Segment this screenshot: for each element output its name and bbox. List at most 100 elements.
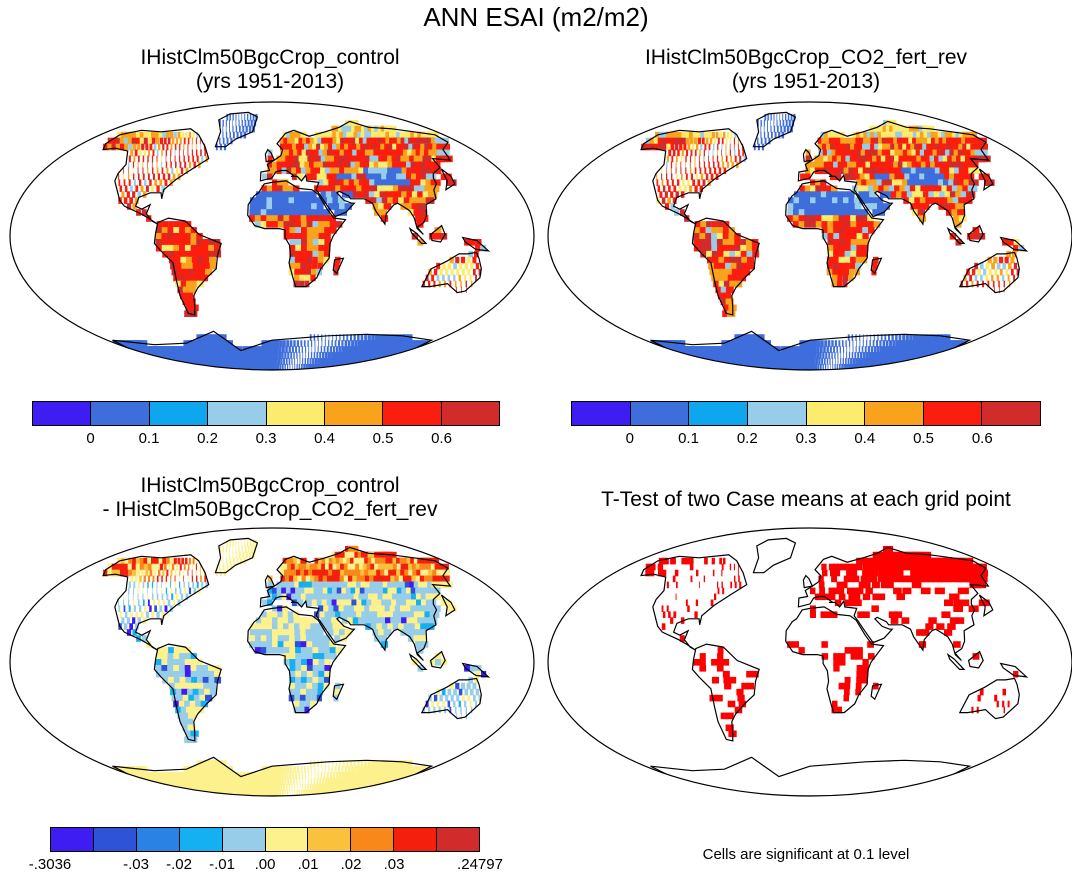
grid-cell bbox=[289, 647, 296, 654]
grid-cell bbox=[222, 557, 224, 565]
grid-cell bbox=[280, 143, 286, 151]
grid-cell bbox=[848, 352, 851, 359]
grid-cell bbox=[339, 334, 341, 341]
grid-cell bbox=[816, 352, 819, 359]
grid-cell bbox=[449, 706, 452, 714]
grid-cell bbox=[885, 581, 894, 589]
grid-cell bbox=[692, 179, 695, 186]
grid-cell bbox=[360, 760, 364, 767]
grid-cell bbox=[317, 209, 325, 216]
coastline-australia bbox=[420, 251, 482, 294]
grid-cell bbox=[182, 712, 191, 720]
grid-cell bbox=[376, 173, 386, 181]
grid-cell bbox=[814, 161, 821, 169]
grid-cell bbox=[350, 611, 359, 618]
grid-cell bbox=[693, 227, 700, 234]
grid-cell bbox=[697, 137, 701, 145]
grid-cell bbox=[658, 569, 663, 577]
grid-cell bbox=[222, 563, 225, 571]
grid-cell bbox=[856, 364, 861, 370]
grid-cell bbox=[181, 262, 189, 270]
grid-cell bbox=[129, 623, 133, 630]
grid-cell bbox=[365, 623, 374, 630]
grid-cell bbox=[179, 143, 181, 151]
grid-cell bbox=[205, 268, 213, 276]
grid-cell bbox=[156, 611, 160, 618]
grid-cell bbox=[316, 155, 324, 163]
grid-cell bbox=[272, 647, 279, 654]
grid-cell bbox=[1009, 280, 1011, 288]
coastline-japan bbox=[440, 594, 456, 618]
grid-cell bbox=[178, 700, 187, 708]
grid-cell bbox=[229, 551, 230, 559]
grid-cell bbox=[256, 352, 262, 359]
grid-cell bbox=[918, 641, 927, 648]
grid-cell bbox=[285, 358, 288, 365]
grid-cell bbox=[694, 149, 697, 157]
grid-cell bbox=[711, 274, 720, 282]
grid-cell bbox=[135, 611, 139, 618]
grid-cell bbox=[137, 617, 141, 624]
grid-cell bbox=[132, 161, 135, 169]
grid-cell bbox=[834, 364, 836, 370]
grid-cell bbox=[912, 191, 921, 198]
grid-cell bbox=[966, 191, 976, 198]
grid-cell bbox=[204, 262, 212, 270]
grid-cell bbox=[790, 113, 793, 121]
grid-cell bbox=[700, 250, 708, 258]
grid-cell bbox=[370, 340, 376, 347]
grid-cell bbox=[278, 778, 281, 785]
grid-cell bbox=[287, 778, 290, 785]
grid-cell bbox=[311, 599, 319, 607]
grid-cell bbox=[285, 581, 292, 589]
grid-cell bbox=[307, 364, 311, 370]
grid-cell bbox=[859, 334, 861, 341]
grid-cell bbox=[473, 694, 476, 702]
grid-cell bbox=[746, 244, 753, 252]
grid-cell bbox=[323, 605, 331, 612]
grid-cell bbox=[858, 143, 866, 151]
grid-cell bbox=[176, 364, 191, 370]
grid-cell bbox=[288, 149, 295, 157]
grid-cell bbox=[392, 623, 401, 630]
grid-cell bbox=[282, 340, 286, 347]
grid-cell bbox=[676, 581, 678, 589]
grid-cell bbox=[865, 587, 873, 595]
grid-cell bbox=[139, 149, 142, 157]
grid-cell bbox=[413, 209, 422, 216]
grid-cell bbox=[947, 623, 956, 630]
grid-cell bbox=[179, 250, 187, 258]
grid-cell bbox=[318, 227, 325, 234]
grid-cell bbox=[831, 575, 838, 583]
grid-cell bbox=[826, 346, 829, 353]
grid-cell bbox=[736, 688, 744, 696]
grid-cell bbox=[723, 676, 731, 684]
grid-cell bbox=[320, 593, 328, 601]
grid-cell bbox=[346, 760, 349, 767]
grid-cell bbox=[306, 262, 312, 270]
grid-cell bbox=[768, 137, 771, 145]
grid-cell bbox=[783, 125, 786, 133]
grid-cell bbox=[760, 131, 762, 139]
grid-cell bbox=[883, 161, 893, 169]
grid-cell bbox=[245, 772, 252, 779]
grid-cell bbox=[292, 569, 298, 577]
grid-cell bbox=[939, 173, 949, 181]
grid-cell bbox=[169, 790, 184, 796]
grid-cell bbox=[841, 581, 848, 589]
grid-cell bbox=[854, 364, 859, 370]
grid-cell bbox=[372, 790, 383, 796]
grid-cell bbox=[203, 682, 211, 690]
grid-cell bbox=[797, 352, 803, 359]
grid-cell bbox=[306, 670, 313, 678]
grid-cell bbox=[331, 149, 339, 157]
grid-cell bbox=[173, 653, 180, 660]
grid-cell bbox=[891, 179, 900, 186]
grid-cell bbox=[341, 352, 346, 359]
coastline-africa bbox=[247, 606, 347, 714]
grid-cell bbox=[272, 790, 275, 796]
grid-cell bbox=[837, 352, 839, 359]
grid-cell bbox=[155, 244, 163, 252]
grid-cell bbox=[288, 575, 295, 583]
grid-cell bbox=[855, 256, 862, 264]
